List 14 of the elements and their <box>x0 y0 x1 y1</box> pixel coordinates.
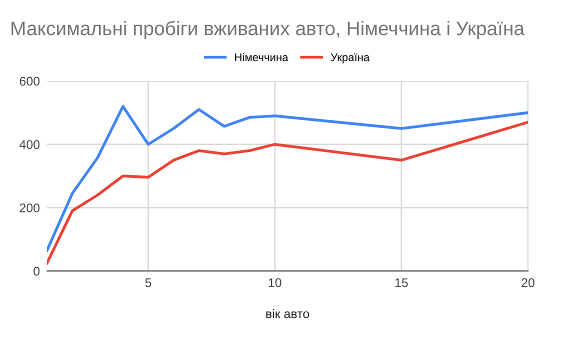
line-series <box>47 104 528 252</box>
chart-title: Максимальні пробіги вживаних авто, Німеччина і Україна <box>12 20 525 40</box>
x-tick-label: 5 <box>145 278 152 288</box>
y-tick-label: 0 <box>34 266 40 276</box>
legend-label: Україна <box>330 53 370 64</box>
x-axis-title: вік авто <box>266 309 310 318</box>
y-tick-label: 200 <box>20 203 40 212</box>
y-tick-label: 400 <box>19 140 40 149</box>
x-tick-label: 15 <box>395 278 408 288</box>
legend-label: Німеччина <box>235 53 288 62</box>
x-tick-label: 20 <box>522 278 534 288</box>
line-series <box>47 120 528 264</box>
y-tick-label: 600 <box>20 76 40 86</box>
x-tick-label: 10 <box>268 278 282 288</box>
